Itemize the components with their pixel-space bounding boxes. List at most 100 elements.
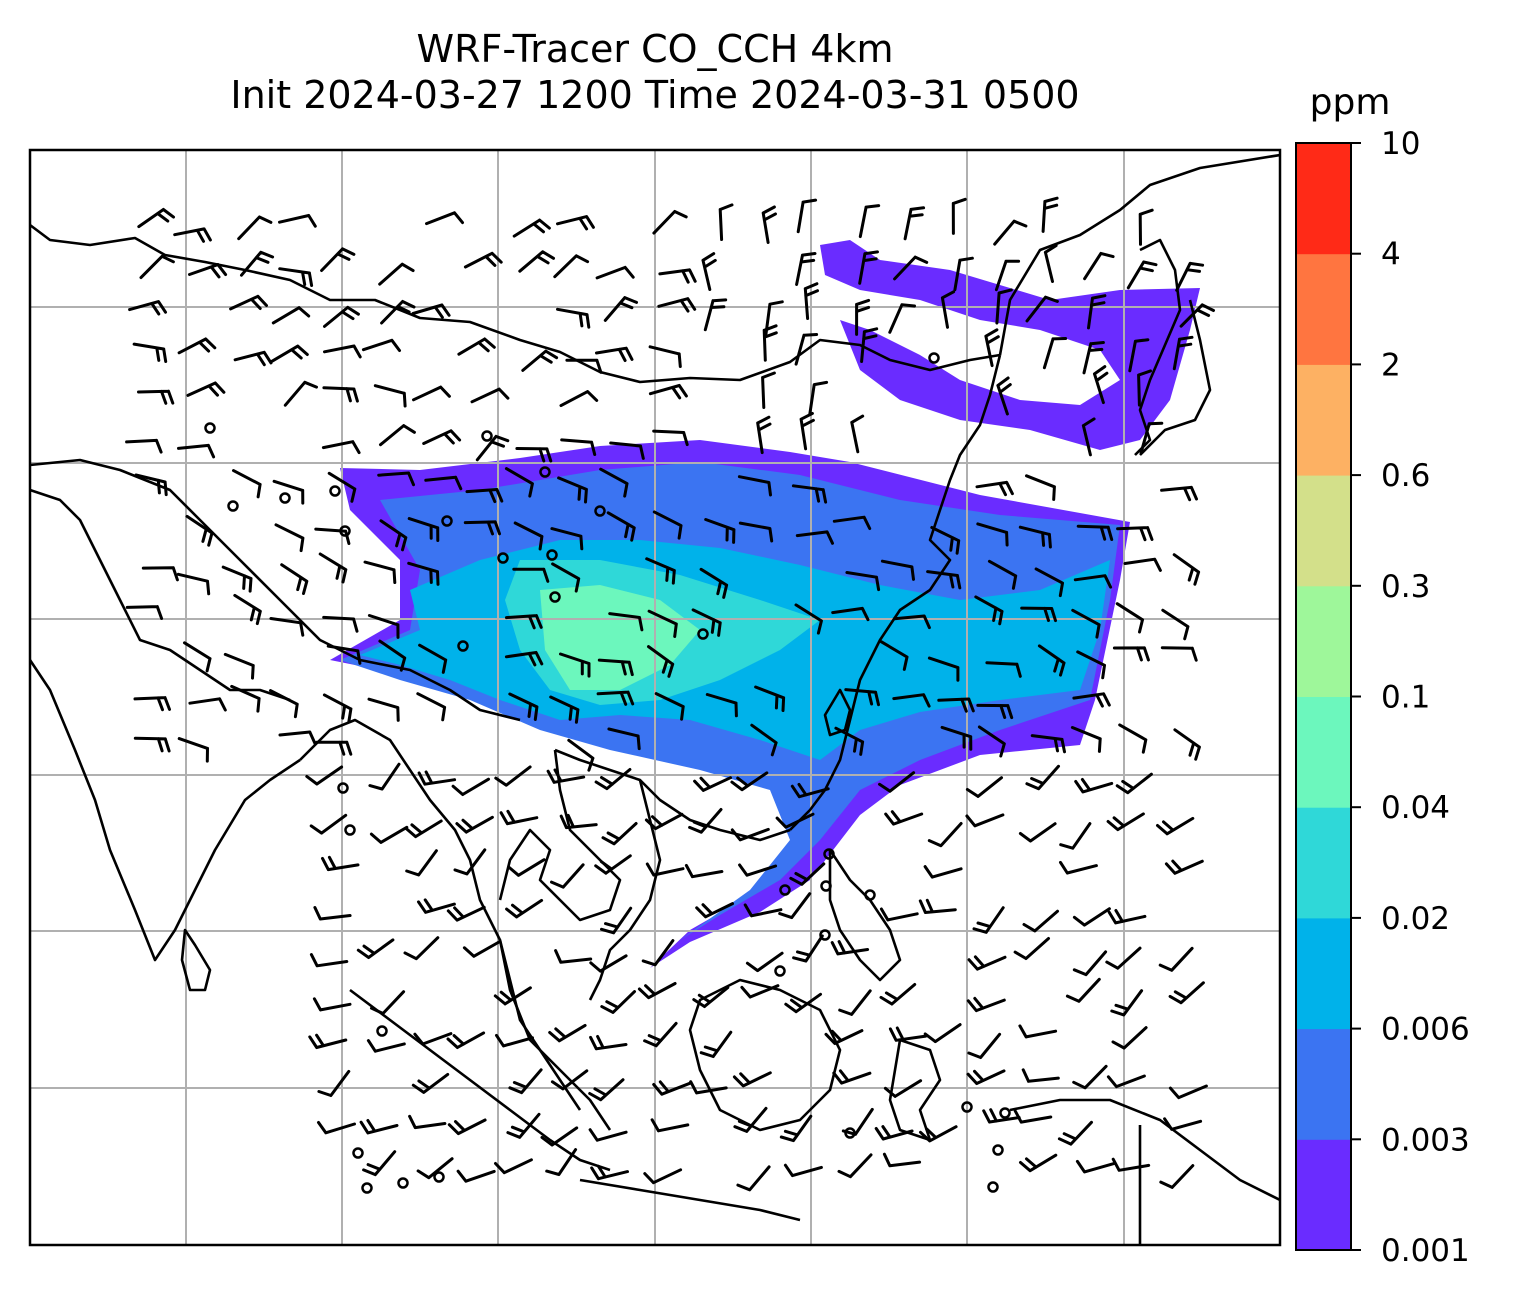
wind-barb xyxy=(1175,261,1205,292)
calm-wind-marker xyxy=(999,1107,1011,1119)
wind-barb xyxy=(512,567,550,583)
calm-wind-marker xyxy=(819,929,831,941)
map-panel xyxy=(30,150,1280,1245)
wind-barb xyxy=(761,205,777,244)
wind-barb xyxy=(738,521,774,543)
colorbar-tick-label: 0.1 xyxy=(1381,680,1430,716)
wind-barb xyxy=(1168,981,1205,1005)
colorbar-tick-label: 0.3 xyxy=(1381,569,1430,605)
wind-barb xyxy=(1072,1064,1108,1090)
wind-barb xyxy=(703,298,728,332)
wind-barb xyxy=(379,424,416,447)
wind-barb xyxy=(647,609,678,638)
wind-barb xyxy=(417,770,457,786)
wind-barb xyxy=(996,376,1012,416)
wind-barb xyxy=(892,693,931,708)
wind-barb xyxy=(1115,772,1153,795)
wind-barb xyxy=(378,262,415,286)
wind-barb xyxy=(1065,977,1101,1003)
wind-barb xyxy=(652,510,683,540)
calm-wind-marker xyxy=(774,965,786,977)
wind-barb xyxy=(596,690,635,706)
wind-barb xyxy=(1025,295,1059,323)
wind-barb xyxy=(133,696,171,712)
wind-barb xyxy=(926,570,962,590)
wind-barb xyxy=(1082,341,1105,375)
wind-barb xyxy=(418,643,448,674)
colorbar-swatch xyxy=(1296,696,1351,808)
wind-barb xyxy=(743,903,783,918)
wind-barb xyxy=(128,300,167,316)
wind-barb xyxy=(507,858,546,877)
wind-barb xyxy=(1118,723,1148,754)
wind-barb xyxy=(750,723,778,757)
wind-barb xyxy=(888,1026,928,1042)
wind-barb xyxy=(1156,816,1195,836)
wind-barb xyxy=(699,1030,733,1058)
wind-barb xyxy=(499,809,539,826)
wind-barb xyxy=(134,473,168,497)
wind-barb xyxy=(692,986,730,1008)
calm-wind-marker xyxy=(352,1147,364,1159)
wind-barb xyxy=(738,863,778,877)
wind-barb xyxy=(878,771,916,793)
wind-barb xyxy=(965,813,1005,828)
calm-wind-marker xyxy=(864,889,876,901)
wind-barb xyxy=(380,300,416,325)
wind-barb xyxy=(1179,303,1215,328)
wind-barb xyxy=(221,565,253,593)
wind-barb xyxy=(918,898,957,914)
wind-barb xyxy=(1072,907,1111,927)
wind-barb xyxy=(504,651,544,667)
wind-barb xyxy=(280,563,309,595)
wind-barb xyxy=(940,725,973,751)
wind-barb xyxy=(645,557,676,585)
wind-barb xyxy=(654,692,685,721)
wind-barb xyxy=(1116,526,1154,542)
wind-barb xyxy=(733,1106,768,1133)
wind-barb xyxy=(188,263,228,279)
wind-barb xyxy=(691,608,722,637)
wind-barb xyxy=(1110,989,1144,1017)
wind-barb xyxy=(139,254,175,280)
wind-barb xyxy=(1076,650,1106,680)
calm-wind-marker xyxy=(433,1171,445,1183)
wind-barb xyxy=(599,467,629,498)
wind-barb xyxy=(923,865,963,879)
wind-barb xyxy=(549,695,580,724)
wind-barb xyxy=(465,488,504,504)
wind-barb xyxy=(370,990,406,1015)
wind-barb xyxy=(1164,859,1204,875)
map-gridlines xyxy=(30,150,1280,1245)
wind-barb xyxy=(637,982,677,1000)
wind-barb xyxy=(838,989,872,1016)
colorbar-tick-label: 0.003 xyxy=(1381,1122,1470,1158)
wind-barb xyxy=(505,614,543,630)
wind-barb xyxy=(177,443,216,459)
wind-barb xyxy=(1083,251,1115,281)
wind-barb xyxy=(879,983,917,1006)
wind-barb xyxy=(1105,946,1142,970)
wind-barb xyxy=(874,1125,914,1141)
wind-barb xyxy=(373,384,407,408)
wind-barb xyxy=(778,892,812,920)
wind-barb xyxy=(424,475,463,491)
wind-barb xyxy=(783,1163,823,1178)
wind-barb xyxy=(323,305,360,328)
wind-barb xyxy=(652,210,688,235)
wind-barb xyxy=(588,1128,628,1142)
wind-barb xyxy=(951,197,967,235)
wind-barb xyxy=(550,527,584,551)
wind-barb xyxy=(1123,557,1162,572)
wind-barb xyxy=(321,440,361,455)
wind-barb xyxy=(361,338,401,352)
wind-barb xyxy=(845,571,881,592)
wind-barb xyxy=(903,206,926,241)
wind-barb xyxy=(309,953,349,968)
coast-sulawesi xyxy=(888,1038,942,1142)
colorbar-swatch xyxy=(1296,807,1351,919)
wind-barb xyxy=(377,471,415,487)
wind-barb xyxy=(1128,338,1150,373)
wind-barb xyxy=(173,227,212,243)
wind-barb xyxy=(269,617,305,637)
